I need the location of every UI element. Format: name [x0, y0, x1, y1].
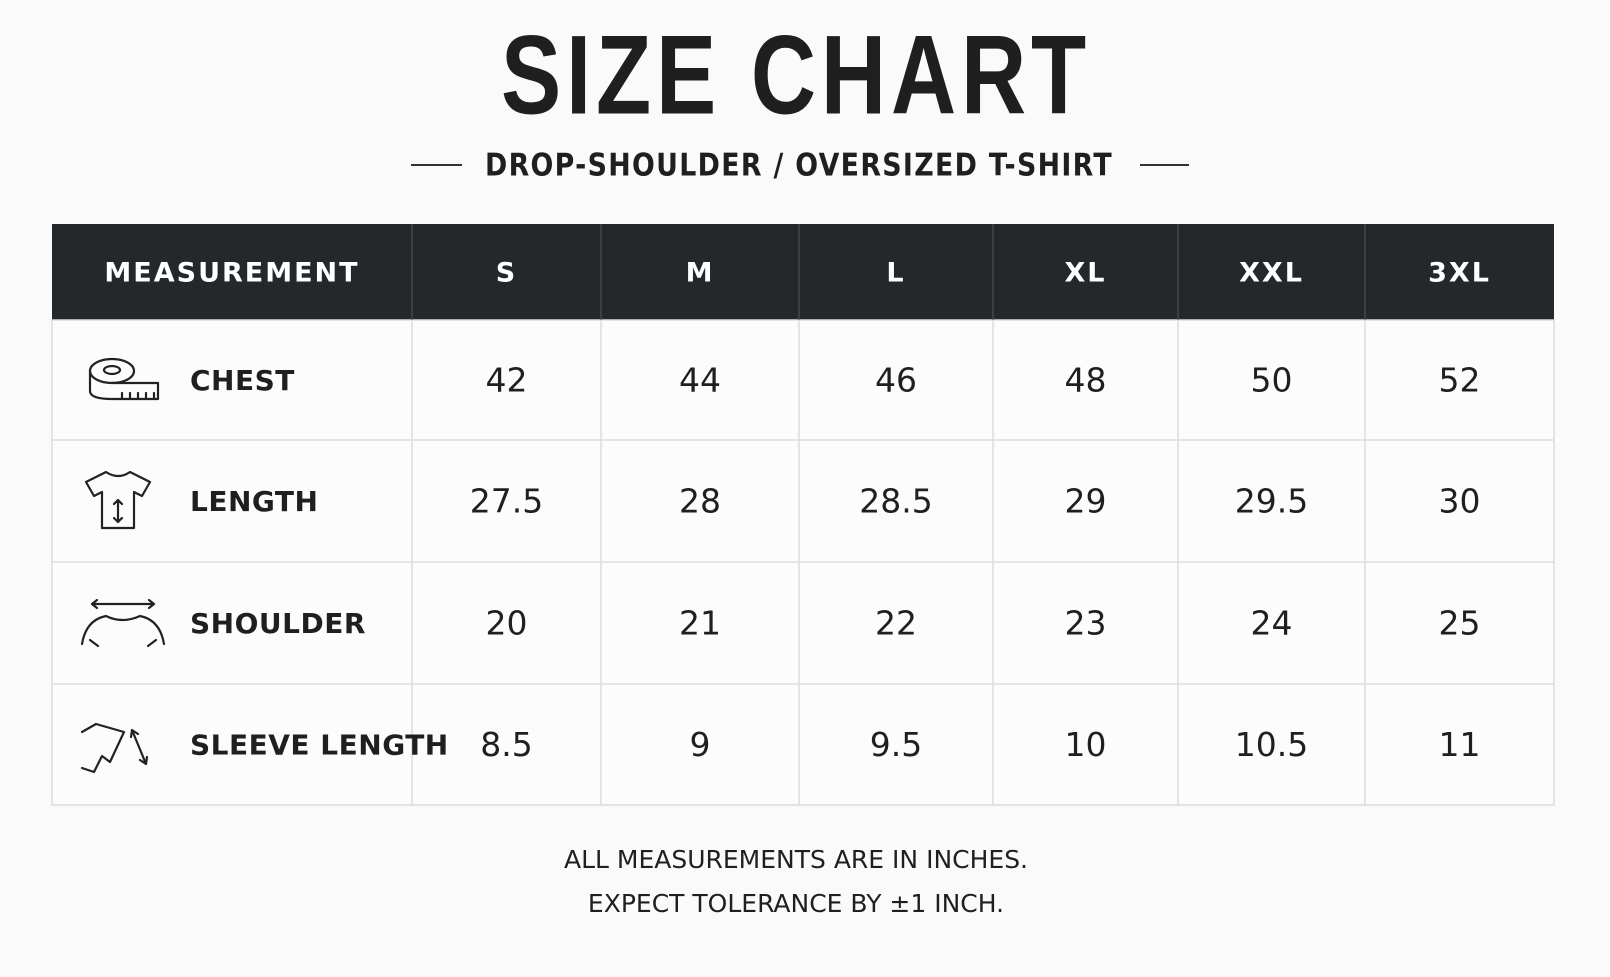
subtitle: DROP-SHOULDER / OVERSIZED T-SHIRT — [485, 148, 1113, 184]
footer-line: ALL MEASUREMENTS ARE IN INCHES. — [564, 845, 1028, 874]
size-value: 9.5 — [870, 725, 922, 764]
size-value: 52 — [1439, 361, 1481, 400]
size-table: MEASUREMENT S M L XL XXL 3XL CHEST 42 44 46 48 50 52 L… — [51, 224, 1555, 806]
size-value: 8.5 — [480, 725, 532, 764]
size-value: 27.5 — [470, 482, 543, 521]
size-value: 48 — [1065, 361, 1107, 400]
measurement-label: CHEST — [190, 364, 295, 397]
size-value: 28.5 — [859, 482, 932, 521]
tape-icon — [88, 357, 160, 401]
size-value: 25 — [1439, 604, 1481, 643]
header-row — [52, 224, 1554, 320]
measurement-label: LENGTH — [190, 485, 318, 518]
measurement-label: SLEEVE LENGTH — [190, 729, 449, 762]
size-value: 46 — [875, 361, 917, 400]
size-value: 21 — [679, 604, 721, 643]
size-value: 23 — [1065, 604, 1107, 643]
shoulder-icon — [80, 598, 166, 648]
column-header: 3XL — [1428, 258, 1491, 289]
size-value: 24 — [1251, 604, 1293, 643]
column-header: M — [686, 258, 715, 289]
column-header: XXL — [1239, 258, 1304, 289]
size-value: 20 — [486, 604, 528, 643]
size-value: 10 — [1065, 725, 1107, 764]
column-header: S — [496, 258, 517, 289]
column-header: L — [886, 258, 905, 289]
tshirt-icon — [84, 470, 152, 530]
sleeve-icon — [80, 722, 149, 774]
measurement-label: SHOULDER — [190, 607, 366, 640]
size-value: 30 — [1439, 482, 1481, 521]
size-value: 11 — [1439, 725, 1481, 764]
size-value: 29.5 — [1235, 482, 1308, 521]
size-value: 44 — [679, 361, 721, 400]
column-header: MEASUREMENT — [104, 258, 359, 289]
size-value: 28 — [679, 482, 721, 521]
column-header: XL — [1064, 258, 1106, 289]
size-value: 29 — [1065, 482, 1107, 521]
footer-line: EXPECT TOLERANCE BY ±1 INCH. — [588, 889, 1004, 918]
title: SIZE CHART — [501, 13, 1091, 138]
size-value: 9 — [690, 725, 711, 764]
size-value: 50 — [1251, 361, 1293, 400]
size-value: 10.5 — [1235, 725, 1308, 764]
size-value: 22 — [875, 604, 917, 643]
size-value: 42 — [486, 361, 528, 400]
